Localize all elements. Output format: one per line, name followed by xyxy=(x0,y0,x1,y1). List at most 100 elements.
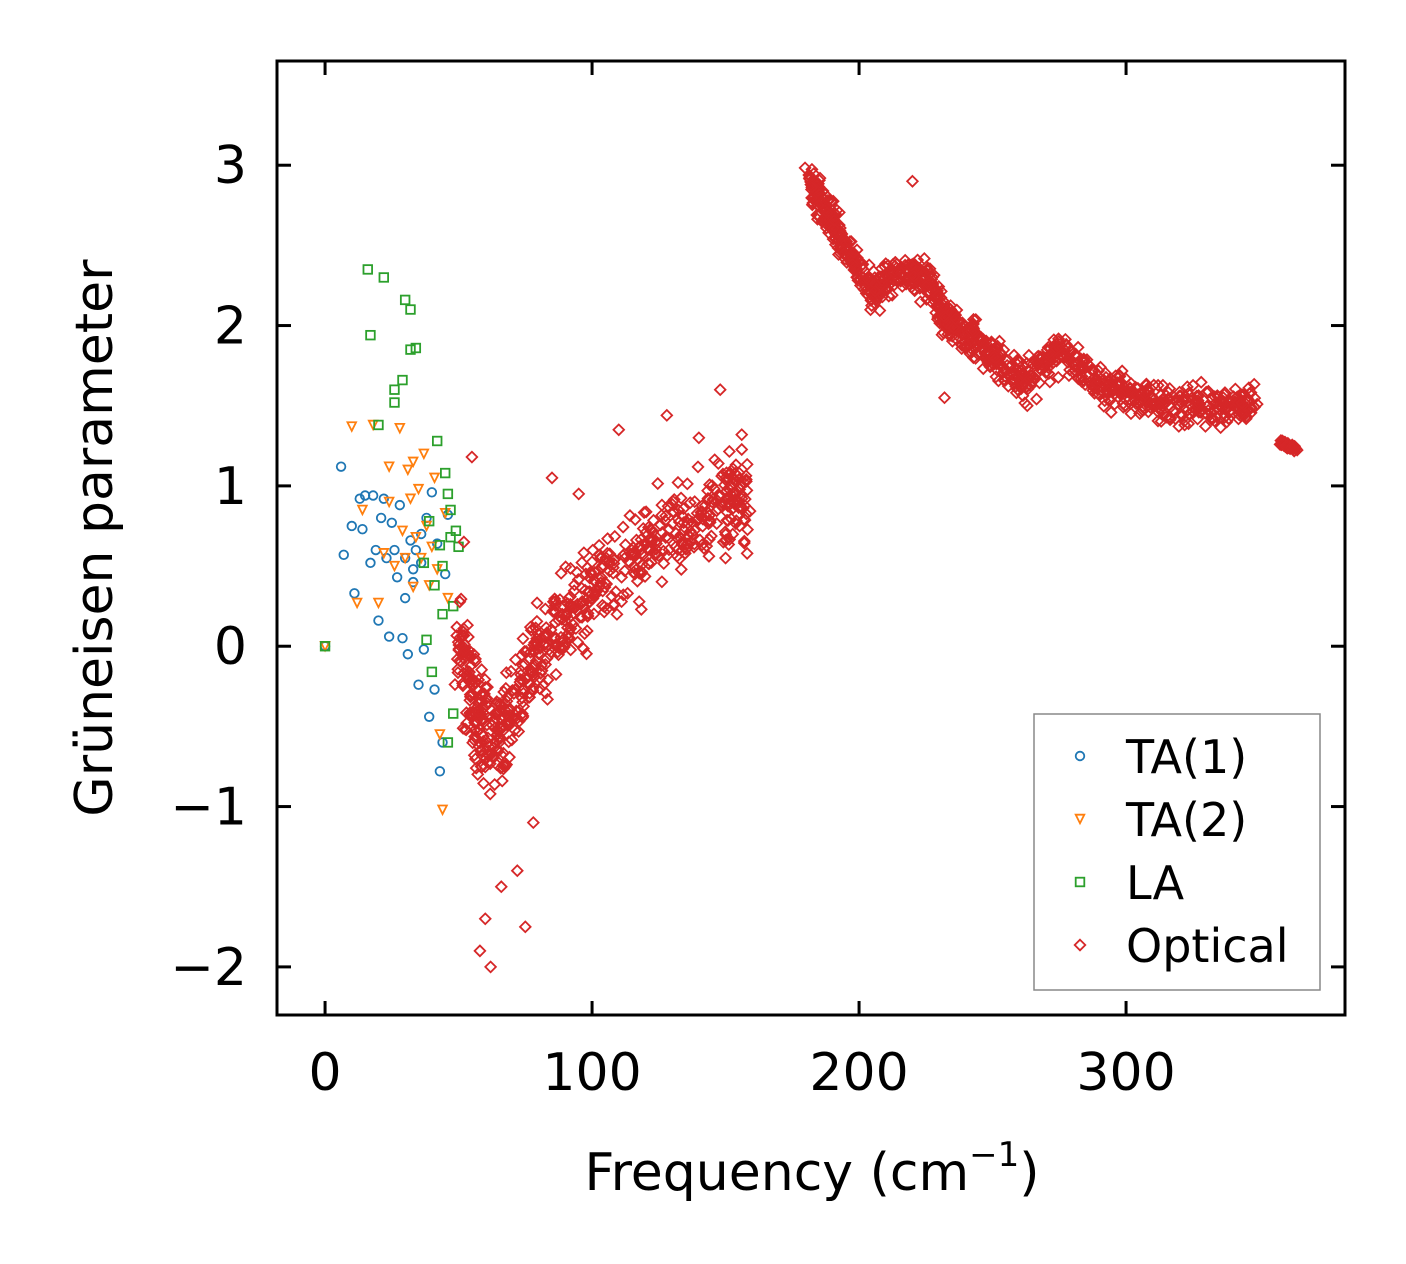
marker-la xyxy=(378,272,390,283)
marker-ta1 xyxy=(370,544,381,556)
marker-optical xyxy=(1043,375,1057,389)
marker-optical xyxy=(937,309,951,323)
marker-ta2 xyxy=(383,461,395,473)
marker-optical xyxy=(692,431,706,445)
marker-optical xyxy=(469,716,483,731)
marker-ta1 xyxy=(357,523,368,535)
marker-optical xyxy=(660,408,674,422)
plot-markers xyxy=(319,161,1304,974)
marker-optical xyxy=(845,257,860,271)
marker-optical xyxy=(1218,402,1232,417)
marker-optical xyxy=(873,303,887,318)
marker-optical xyxy=(1113,374,1127,389)
marker-optical xyxy=(554,566,568,580)
legend-label: Optical xyxy=(1126,919,1288,973)
marker-optical xyxy=(572,487,586,501)
marker-optical xyxy=(654,518,668,532)
x-axis-label: Frequency (cm−1) xyxy=(584,1135,1039,1203)
marker-optical xyxy=(668,540,683,554)
marker-optical xyxy=(1122,385,1136,400)
series-ta-2- xyxy=(319,419,454,817)
marker-optical xyxy=(549,639,564,653)
marker-optical xyxy=(543,648,557,662)
marker-optical xyxy=(450,620,464,634)
marker-optical xyxy=(523,620,538,634)
marker-optical xyxy=(548,592,562,606)
marker-la xyxy=(365,329,376,341)
marker-optical xyxy=(671,475,685,490)
marker-optical xyxy=(498,758,512,772)
marker-optical xyxy=(597,605,611,619)
marker-ta1 xyxy=(335,461,347,472)
marker-optical xyxy=(578,583,592,597)
marker-optical xyxy=(1198,406,1212,420)
marker-optical xyxy=(726,462,740,476)
marker-optical xyxy=(723,532,737,547)
marker-la xyxy=(410,342,422,354)
marker-optical xyxy=(460,668,474,683)
marker-optical xyxy=(927,268,941,282)
marker-optical xyxy=(910,271,924,285)
marker-optical xyxy=(666,504,680,518)
marker-optical xyxy=(1242,381,1256,395)
legend-marker xyxy=(1074,750,1086,762)
legend-marker xyxy=(1074,813,1086,826)
marker-optical xyxy=(502,750,517,764)
marker-ta2 xyxy=(402,464,414,477)
marker-optical xyxy=(1163,382,1177,396)
marker-optical xyxy=(539,686,553,700)
x-tick-label: 200 xyxy=(809,1043,908,1103)
marker-optical xyxy=(739,469,753,483)
marker-optical xyxy=(516,632,530,646)
marker-optical xyxy=(567,578,582,592)
legend-entry: LA xyxy=(1074,856,1185,910)
marker-optical xyxy=(920,262,934,276)
marker-optical xyxy=(811,182,825,196)
marker-optical xyxy=(472,711,486,726)
legend-marker xyxy=(1073,938,1087,952)
marker-optical xyxy=(1247,377,1261,391)
marker-optical xyxy=(685,515,699,530)
x-tick-label: 100 xyxy=(542,1043,641,1103)
marker-optical xyxy=(1181,387,1195,401)
marker-optical xyxy=(1061,355,1075,369)
marker-optical xyxy=(811,198,825,212)
marker-optical xyxy=(1018,376,1032,390)
marker-optical xyxy=(494,880,508,894)
marker-la xyxy=(442,488,454,500)
marker-ta1 xyxy=(423,711,435,722)
marker-ta2 xyxy=(404,493,417,506)
marker-ta1 xyxy=(383,631,395,642)
marker-ta1 xyxy=(399,592,411,604)
marker-optical xyxy=(1226,390,1241,404)
marker-optical xyxy=(567,584,581,598)
marker-ta1 xyxy=(413,679,424,690)
marker-optical xyxy=(805,162,819,176)
marker-optical xyxy=(1198,419,1213,433)
marker-la xyxy=(448,600,459,612)
marker-optical xyxy=(1237,406,1251,420)
marker-optical xyxy=(1091,364,1106,378)
marker-optical xyxy=(688,495,702,509)
marker-optical xyxy=(987,350,1001,364)
marker-optical xyxy=(590,582,604,596)
marker-optical xyxy=(931,288,945,303)
marker-optical xyxy=(690,506,704,520)
marker-optical xyxy=(607,556,621,571)
marker-optical xyxy=(1120,385,1134,399)
marker-optical xyxy=(992,334,1007,348)
marker-ta2 xyxy=(399,552,411,565)
marker-optical xyxy=(726,527,740,541)
marker-optical xyxy=(976,336,990,350)
marker-optical xyxy=(480,691,494,706)
marker-optical xyxy=(499,666,513,680)
marker-optical xyxy=(548,594,562,608)
marker-optical xyxy=(616,520,630,534)
marker-optical xyxy=(708,453,722,467)
marker-optical xyxy=(488,721,502,735)
marker-optical xyxy=(584,592,598,606)
legend-entry: TA(1) xyxy=(1074,730,1247,784)
marker-optical xyxy=(641,556,655,571)
marker-ta2 xyxy=(423,580,435,592)
marker-optical xyxy=(1104,405,1118,419)
